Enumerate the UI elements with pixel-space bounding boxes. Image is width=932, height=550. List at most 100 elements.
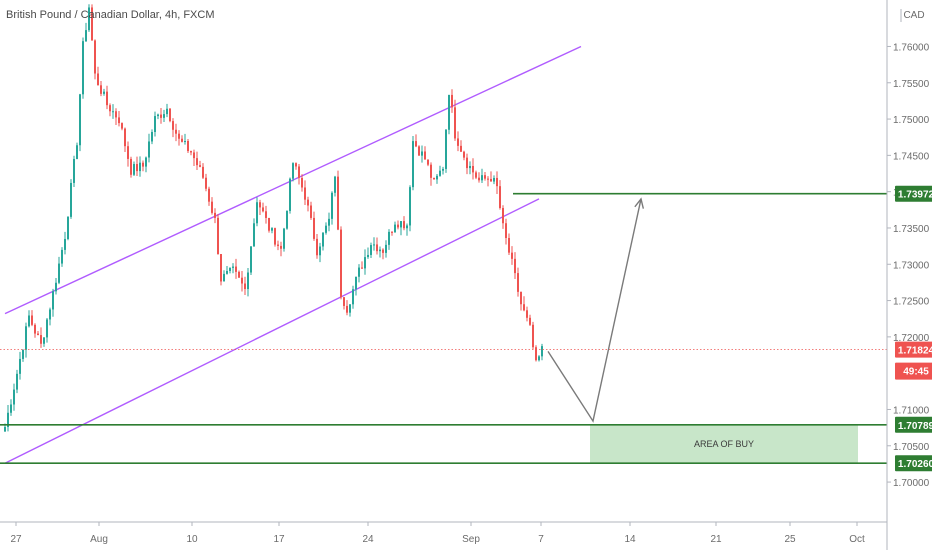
price-badges: 1.73972 1.70789 1.70260 1.71824 49:45 [895,185,932,472]
candle-body-down [502,208,504,224]
candle-body-down [496,177,498,187]
candle-body-up [67,216,69,239]
candle-body-down [106,91,108,106]
x-tick-label: Aug [90,534,108,545]
x-tick-label: 24 [362,534,374,545]
candle-body-up [61,249,63,264]
candle-body-up [394,224,396,233]
candle-body-up [412,141,414,188]
candle-body-up [139,162,141,172]
y-tick-label: 1.75500 [893,79,930,90]
candle-body-up [436,175,438,180]
candle-body-down [517,273,519,292]
candle-body-down [361,267,363,269]
candle-body-up [247,272,249,290]
candle-body-down [310,205,312,218]
x-tick-label: Oct [849,534,865,545]
candle-body-up [22,349,24,359]
candle-body-down [301,177,303,188]
x-tick-label: 25 [784,534,796,545]
chart-title: British Pound / Canadian Dollar, 4h, FXC… [6,9,215,21]
badge-current-price [895,341,932,358]
candle-body-up [232,266,234,268]
candle-body-up [373,244,375,246]
candle-body-up [319,246,321,256]
projection-arrow [547,197,645,423]
candle-body-up [349,304,351,313]
candle-body-up [379,249,381,252]
candle-body-down [457,138,459,146]
y-tick-label: 1.72500 [893,297,930,308]
candle-body-down [499,186,501,209]
candle-body-down [187,141,189,152]
level-layer [0,192,887,464]
candle-body-down [268,217,270,231]
candle-body-down [337,176,339,230]
candle-body-down [196,158,198,166]
candle-body-up [322,232,324,247]
candle-body-up [151,132,153,142]
candle-body-down [142,162,144,167]
candle-body-down [508,238,510,253]
y-tick-label: 1.71000 [893,405,930,416]
candle-body-down [484,175,486,179]
candle-body-up [10,404,12,413]
candle-body-up [85,30,87,42]
candle-body-down [529,317,531,325]
candle-body-down [391,231,393,233]
buy-zone [590,424,858,464]
candle-body-up [28,315,30,327]
candle-body-up [25,326,27,350]
candle-body-down [238,271,240,278]
candle-body-up [388,231,390,245]
badge-level-zone-top [895,416,932,433]
badge-level-zone-bottom [895,455,932,472]
candle-body-down [97,73,99,86]
candle-body-up [328,218,330,226]
candle-body-up [352,289,354,305]
candle-body-up [157,114,159,117]
candle-body-down [298,166,300,178]
candle-body-down [130,158,132,175]
badge-level-zone-top-label: 1.70789 [898,421,932,432]
candle-body-down [451,94,453,108]
candle-body-down [277,244,279,246]
candle-body-up [292,163,294,179]
candle-body-up [145,157,147,167]
candle-body-down [40,335,42,344]
candle-body-up [16,373,18,390]
candle-body-down [160,114,162,118]
candle-body-up [166,108,168,115]
y-tick-label: 1.73000 [893,260,930,271]
candles [4,4,543,432]
candle-body-up [52,291,54,310]
candle-body-down [169,108,171,122]
candle-body-up [148,141,150,158]
candle-body-up [421,151,423,156]
y-tick-label: 1.70500 [893,442,930,453]
candle-body-up [163,114,165,118]
candle-body-up [406,225,408,229]
candle-body-up [64,238,66,250]
candle-body-up [364,257,366,269]
candle-body-down [340,229,342,298]
candle-body-down [100,85,102,94]
candle-body-down [463,151,465,158]
candle-body-down [466,157,468,169]
candle-body-up [229,267,231,271]
candle-body-up [385,244,387,253]
y-tick-label: 1.72000 [893,333,930,344]
candle-body-up [493,177,495,182]
x-tick-label: Sep [462,534,480,545]
candle-body-up [112,111,114,113]
candle-body-down [511,252,513,259]
candle-body-down [175,129,177,134]
badge-level-resistance [895,185,932,202]
candle-body-down [208,188,210,202]
badge-countdown-label: 49:45 [903,367,929,378]
projection-path [547,198,642,423]
candle-body-down [415,141,417,147]
candle-body-up [79,94,81,146]
channel-lower-line [4,198,540,464]
